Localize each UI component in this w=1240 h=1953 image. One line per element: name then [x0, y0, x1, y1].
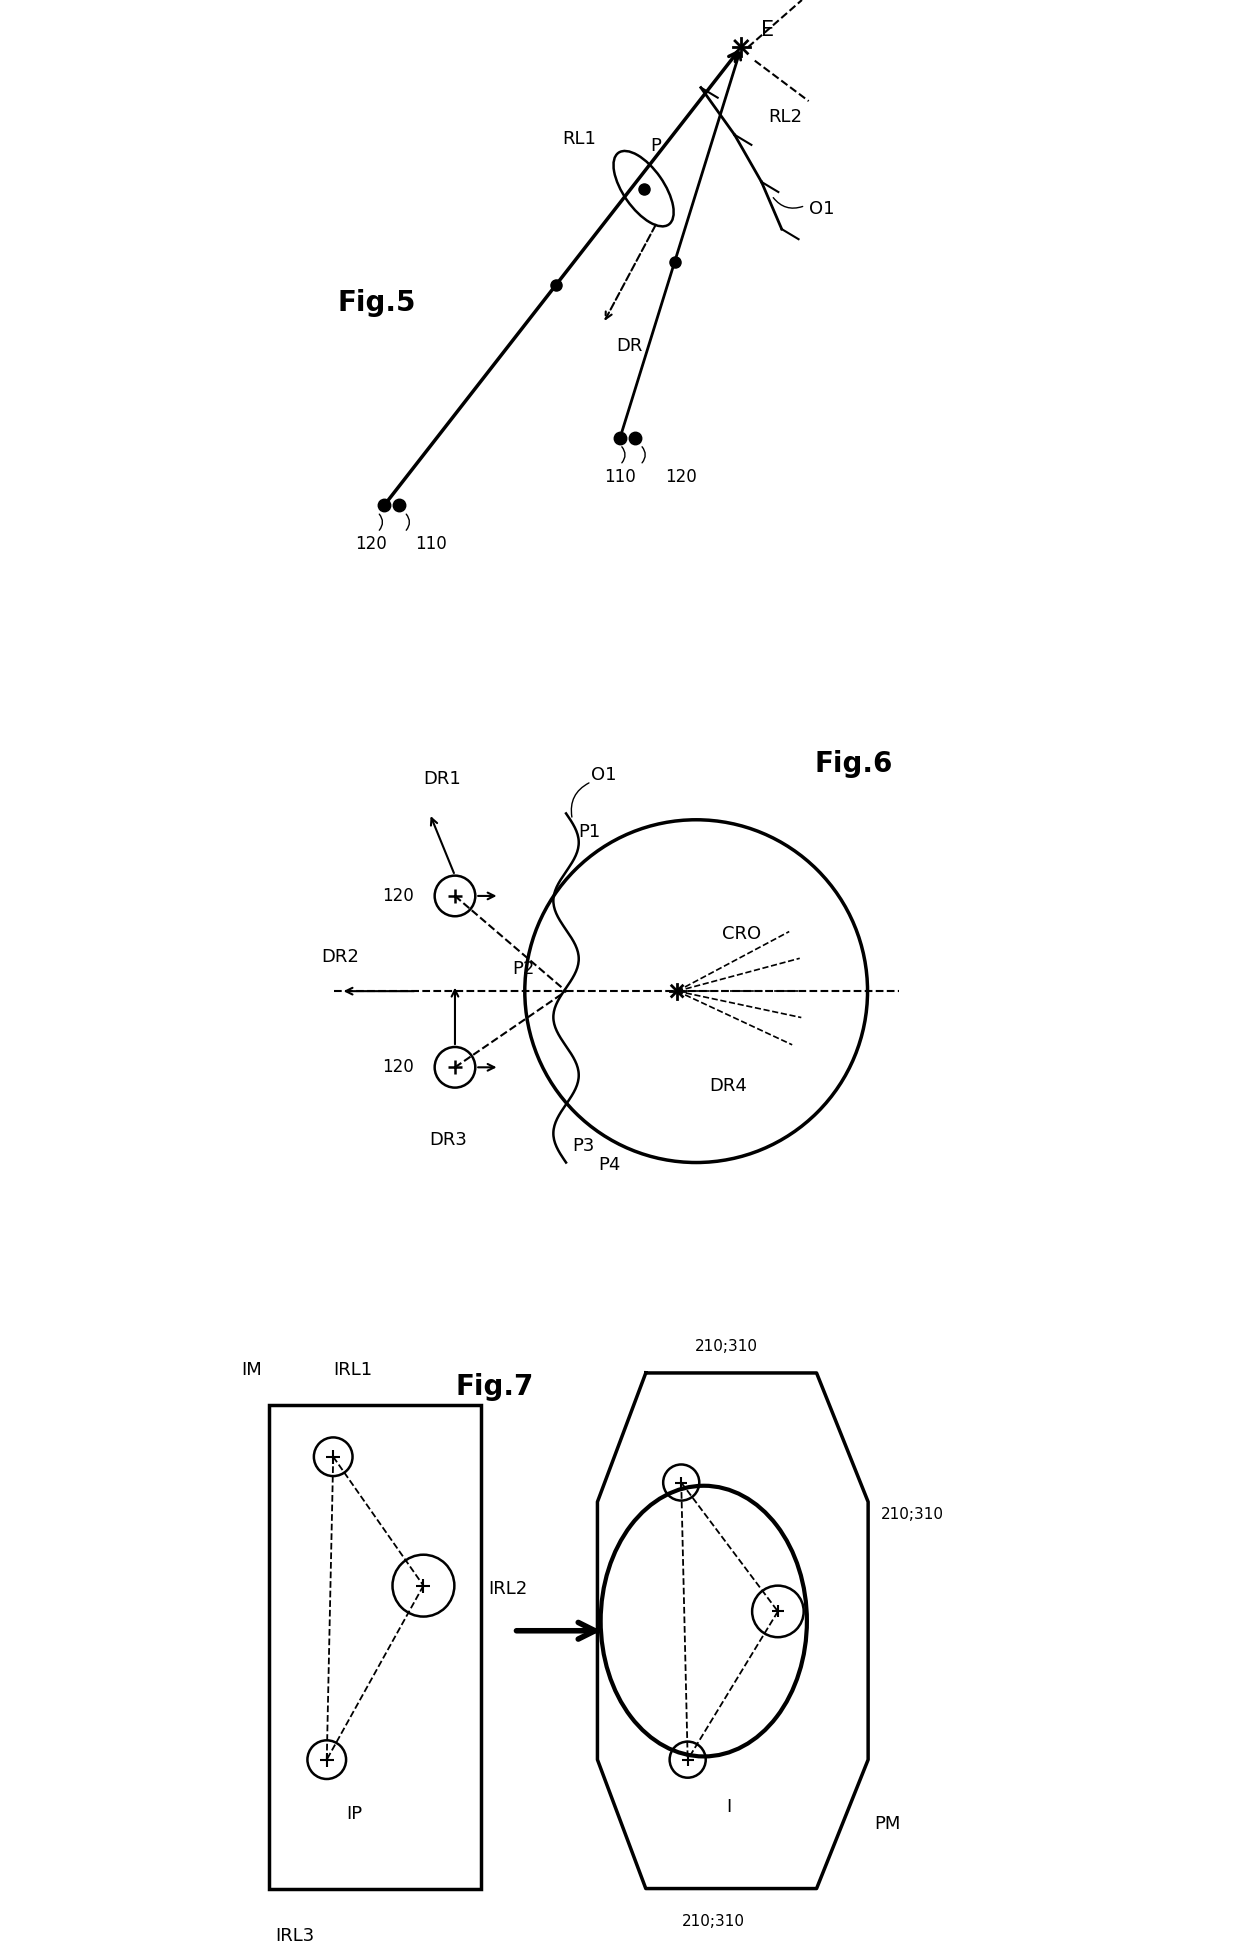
Text: P2: P2 [512, 961, 534, 978]
Text: 120: 120 [382, 887, 414, 904]
Text: Fig.6: Fig.6 [815, 750, 893, 777]
Text: 110: 110 [415, 535, 448, 553]
Text: DR3: DR3 [430, 1131, 467, 1148]
Text: IRL2: IRL2 [487, 1580, 527, 1598]
Text: Fig.5: Fig.5 [337, 289, 415, 316]
Text: 120: 120 [382, 1059, 414, 1076]
Text: 120: 120 [665, 469, 697, 486]
Text: Fig.7: Fig.7 [455, 1373, 533, 1400]
Text: 210;310: 210;310 [880, 1508, 944, 1521]
Bar [269, 1406, 481, 1889]
Text: O1: O1 [591, 766, 618, 785]
Text: P1: P1 [579, 824, 601, 842]
Text: IRL3: IRL3 [275, 1928, 315, 1945]
Text: RL1: RL1 [563, 131, 596, 148]
Text: PM: PM [874, 1814, 901, 1834]
Text: DR4: DR4 [709, 1078, 746, 1096]
Text: 120: 120 [355, 535, 387, 553]
Text: 110: 110 [604, 469, 636, 486]
Text: DR1: DR1 [423, 769, 461, 787]
Text: IRL1: IRL1 [334, 1361, 372, 1379]
Text: 210;310: 210;310 [682, 1914, 745, 1930]
Text: O1: O1 [808, 199, 835, 219]
Text: P: P [650, 137, 661, 154]
Text: P3: P3 [573, 1137, 595, 1154]
Text: DR: DR [616, 336, 644, 355]
Text: DR2: DR2 [321, 947, 360, 965]
Text: IP: IP [346, 1805, 362, 1822]
Text: 210;310: 210;310 [694, 1338, 758, 1353]
Text: IM: IM [242, 1361, 263, 1379]
Text: CRO: CRO [722, 926, 760, 943]
Text: P4: P4 [598, 1156, 620, 1174]
Text: I: I [727, 1799, 732, 1816]
Text: RL2: RL2 [769, 107, 802, 125]
Text: E: E [761, 20, 775, 41]
